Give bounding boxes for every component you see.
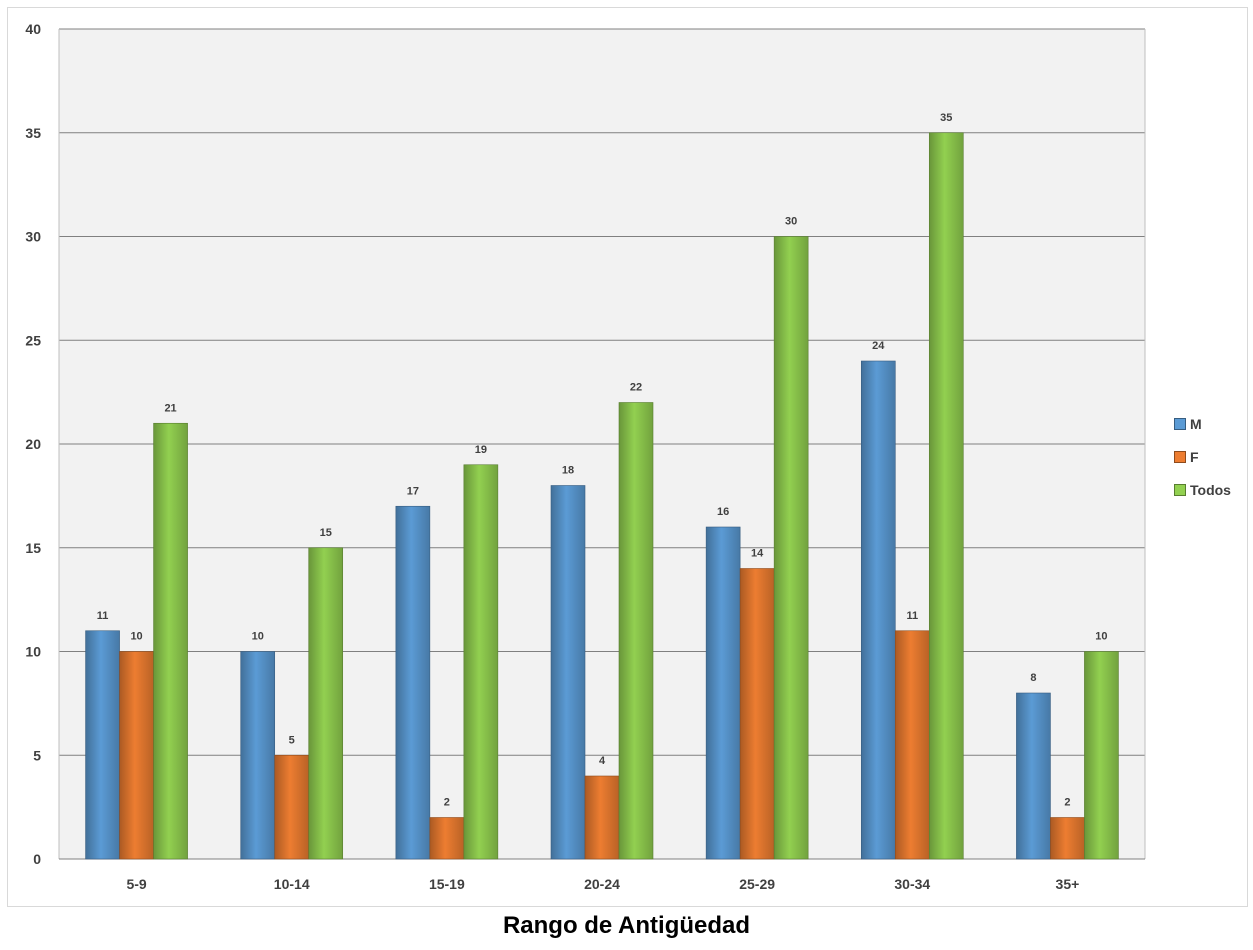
- x-tick-label: 15-19: [429, 876, 465, 892]
- bar-todos: [928, 132, 964, 860]
- data-label-todos: 35: [940, 112, 952, 124]
- data-label-todos: 22: [630, 382, 642, 394]
- y-tick-label: 35: [25, 125, 41, 141]
- legend-item-todos: Todos: [1174, 481, 1249, 498]
- bar-todos: [463, 464, 499, 860]
- chart-legend: M F Todos: [1174, 415, 1249, 514]
- data-label-m: 8: [1030, 672, 1036, 684]
- legend-label-m: M: [1190, 415, 1202, 432]
- data-label-m: 10: [252, 631, 264, 643]
- x-axis-title: Rango de Antigüedad: [502, 912, 751, 939]
- x-axis: 5-9 10-14 15-19 20-24 25-29 30-34 35+: [59, 858, 1145, 892]
- bar-todos: [618, 402, 654, 860]
- y-tick-label: 0: [33, 851, 41, 867]
- x-tick-label: 10-14: [274, 876, 310, 892]
- y-tick-label: 10: [25, 644, 41, 660]
- bar-m: [550, 485, 586, 860]
- data-label-f: 2: [444, 797, 450, 809]
- legend-swatch-m: [1174, 417, 1186, 430]
- data-label-todos: 21: [164, 402, 176, 414]
- x-tick-label: 35+: [1056, 876, 1080, 892]
- legend-label-f: F: [1190, 448, 1199, 465]
- y-tick-label: 25: [25, 332, 41, 348]
- x-tick-label: 25-29: [739, 876, 775, 892]
- data-label-m: 24: [872, 340, 885, 352]
- legend-item-f: F: [1174, 448, 1249, 465]
- bars: [85, 132, 1119, 860]
- legend-swatch-f: [1174, 450, 1186, 463]
- y-axis: 0 5 10 15 20 25 30 35 40: [25, 21, 41, 867]
- gridlines: [58, 28, 1146, 860]
- legend-swatch-todos: [1174, 483, 1186, 496]
- legend-label-todos: Todos: [1190, 481, 1231, 498]
- bar-todos: [308, 547, 344, 860]
- legend-item-m: M: [1174, 415, 1249, 432]
- bar-todos: [773, 236, 809, 860]
- data-label-f: 5: [289, 734, 295, 746]
- bar-m: [240, 651, 276, 860]
- data-label-f: 14: [751, 548, 764, 560]
- y-tick-label: 30: [25, 229, 41, 245]
- bar-m: [395, 505, 431, 860]
- data-label-todos: 10: [1095, 631, 1107, 643]
- x-tick-label: 5-9: [126, 876, 146, 892]
- data-label-m: 18: [562, 465, 574, 477]
- bar-f: [584, 775, 620, 860]
- bar-f: [894, 630, 930, 860]
- data-label-m: 17: [407, 485, 419, 497]
- x-tick-label: 30-34: [894, 876, 930, 892]
- bar-m: [860, 360, 896, 860]
- bar-f: [429, 817, 465, 860]
- y-tick-label: 5: [33, 747, 41, 763]
- bar-todos: [1084, 651, 1119, 860]
- x-tick-label: 20-24: [584, 876, 620, 892]
- data-label-m: 11: [97, 610, 109, 622]
- bar-m: [1016, 692, 1051, 860]
- data-label-todos: 19: [475, 444, 487, 456]
- data-label-f: 11: [906, 610, 918, 622]
- data-label-f: 4: [599, 755, 606, 767]
- bar-f: [119, 651, 154, 860]
- bar-m: [85, 630, 120, 860]
- bar-todos: [153, 422, 188, 860]
- bar-f: [274, 754, 310, 860]
- data-label-f: 2: [1064, 797, 1070, 809]
- data-label-todos: 30: [785, 216, 797, 228]
- bar-f: [1050, 817, 1085, 860]
- data-label-f: 10: [130, 631, 142, 643]
- y-tick-label: 15: [25, 540, 41, 556]
- bar-f: [739, 568, 775, 860]
- data-label-m: 16: [717, 506, 729, 518]
- bar-m: [705, 526, 741, 860]
- y-tick-label: 40: [25, 21, 41, 37]
- data-label-todos: 15: [320, 527, 332, 539]
- y-tick-label: 20: [25, 436, 41, 452]
